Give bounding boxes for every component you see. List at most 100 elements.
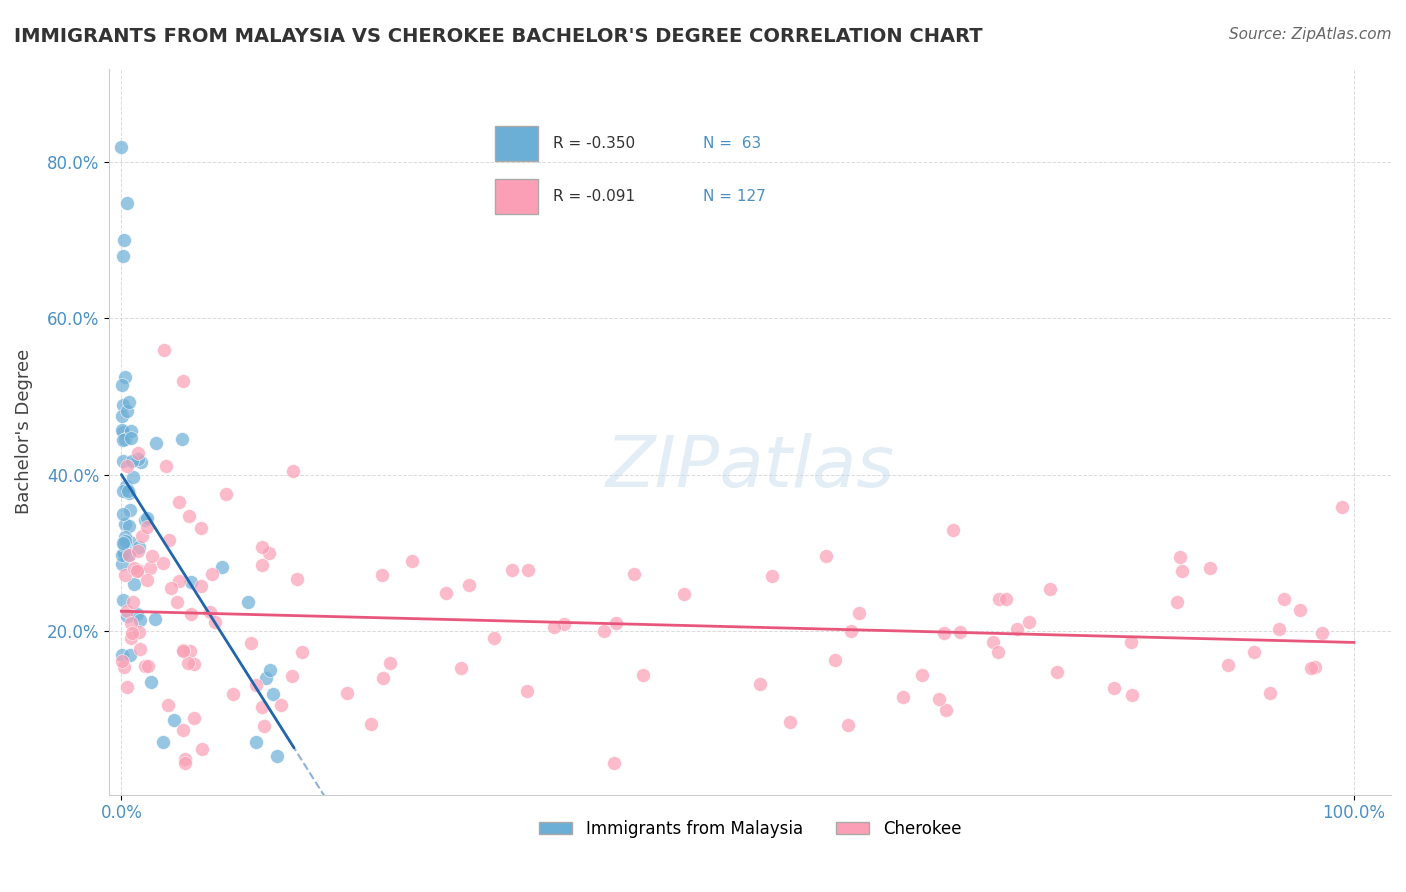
Point xyxy=(136,658,159,673)
Point xyxy=(153,343,176,357)
Point xyxy=(1102,681,1125,695)
Point xyxy=(114,516,136,531)
Point xyxy=(169,574,191,588)
Point xyxy=(127,563,149,577)
Point xyxy=(250,558,273,573)
Point xyxy=(839,624,862,639)
Point xyxy=(911,668,934,682)
Point xyxy=(204,615,226,630)
Point xyxy=(120,631,142,645)
Point xyxy=(1046,665,1069,679)
Point xyxy=(1018,615,1040,630)
Point xyxy=(336,686,359,700)
Point xyxy=(183,657,205,671)
Point xyxy=(380,656,402,670)
Text: ZIPatlas: ZIPatlas xyxy=(606,434,894,502)
Point xyxy=(1301,661,1323,675)
Point xyxy=(167,495,190,509)
Point xyxy=(141,549,163,563)
Point xyxy=(285,572,308,586)
Point xyxy=(501,563,523,577)
Point xyxy=(177,508,200,523)
Point xyxy=(120,616,142,631)
Point xyxy=(117,519,139,533)
Point xyxy=(111,409,134,424)
Point xyxy=(127,452,149,467)
Point xyxy=(114,568,136,582)
Point xyxy=(120,425,142,439)
Point xyxy=(145,436,167,450)
Point xyxy=(602,756,624,771)
Point xyxy=(131,529,153,543)
Point xyxy=(270,698,292,712)
Point xyxy=(250,540,273,554)
Point xyxy=(949,625,972,640)
Point xyxy=(257,546,280,560)
Point xyxy=(238,595,260,609)
Point xyxy=(200,566,222,581)
Point xyxy=(112,398,135,412)
Point xyxy=(138,561,160,575)
Point xyxy=(211,560,233,574)
Point xyxy=(128,625,150,640)
Point xyxy=(143,612,166,626)
Point xyxy=(259,664,281,678)
Point xyxy=(824,652,846,666)
Point xyxy=(115,403,138,417)
Point xyxy=(117,196,139,211)
Point xyxy=(120,431,142,445)
Point xyxy=(837,718,859,732)
Point xyxy=(112,659,135,673)
Point xyxy=(134,513,156,527)
Point xyxy=(190,521,212,535)
Point xyxy=(118,548,141,562)
Point xyxy=(1121,688,1143,702)
Point xyxy=(112,233,135,247)
Point xyxy=(457,578,479,592)
Point xyxy=(122,576,145,591)
Point xyxy=(121,470,143,484)
Point xyxy=(174,752,197,766)
Point xyxy=(516,563,538,577)
Point xyxy=(1243,645,1265,659)
Point xyxy=(170,433,193,447)
Point xyxy=(360,717,382,731)
Point xyxy=(173,756,195,771)
Point xyxy=(291,645,314,659)
Point xyxy=(120,534,142,549)
Point xyxy=(121,453,143,467)
Point xyxy=(434,586,457,600)
Point xyxy=(543,620,565,634)
Point xyxy=(127,564,149,578)
Point xyxy=(111,558,134,572)
Point xyxy=(156,698,179,713)
Point xyxy=(115,479,138,493)
Point xyxy=(281,464,304,478)
Point xyxy=(172,644,194,658)
Point xyxy=(553,617,575,632)
Point xyxy=(748,677,770,691)
Point xyxy=(115,609,138,624)
Point xyxy=(114,530,136,544)
Point xyxy=(127,446,149,460)
Point xyxy=(779,714,801,729)
Point xyxy=(221,687,243,701)
Point xyxy=(172,723,194,738)
Point xyxy=(280,669,302,683)
Point xyxy=(172,643,194,657)
Point xyxy=(198,605,221,619)
Point xyxy=(115,680,138,694)
Point xyxy=(190,579,212,593)
Point xyxy=(190,742,212,756)
Point xyxy=(118,548,141,562)
Point xyxy=(134,659,156,673)
Point xyxy=(111,654,134,668)
Point xyxy=(110,139,132,153)
Point xyxy=(605,615,627,630)
Point xyxy=(516,684,538,698)
Point xyxy=(111,648,134,662)
Point xyxy=(114,369,136,384)
Point xyxy=(1168,549,1191,564)
Point xyxy=(673,587,696,601)
Point xyxy=(136,574,159,588)
